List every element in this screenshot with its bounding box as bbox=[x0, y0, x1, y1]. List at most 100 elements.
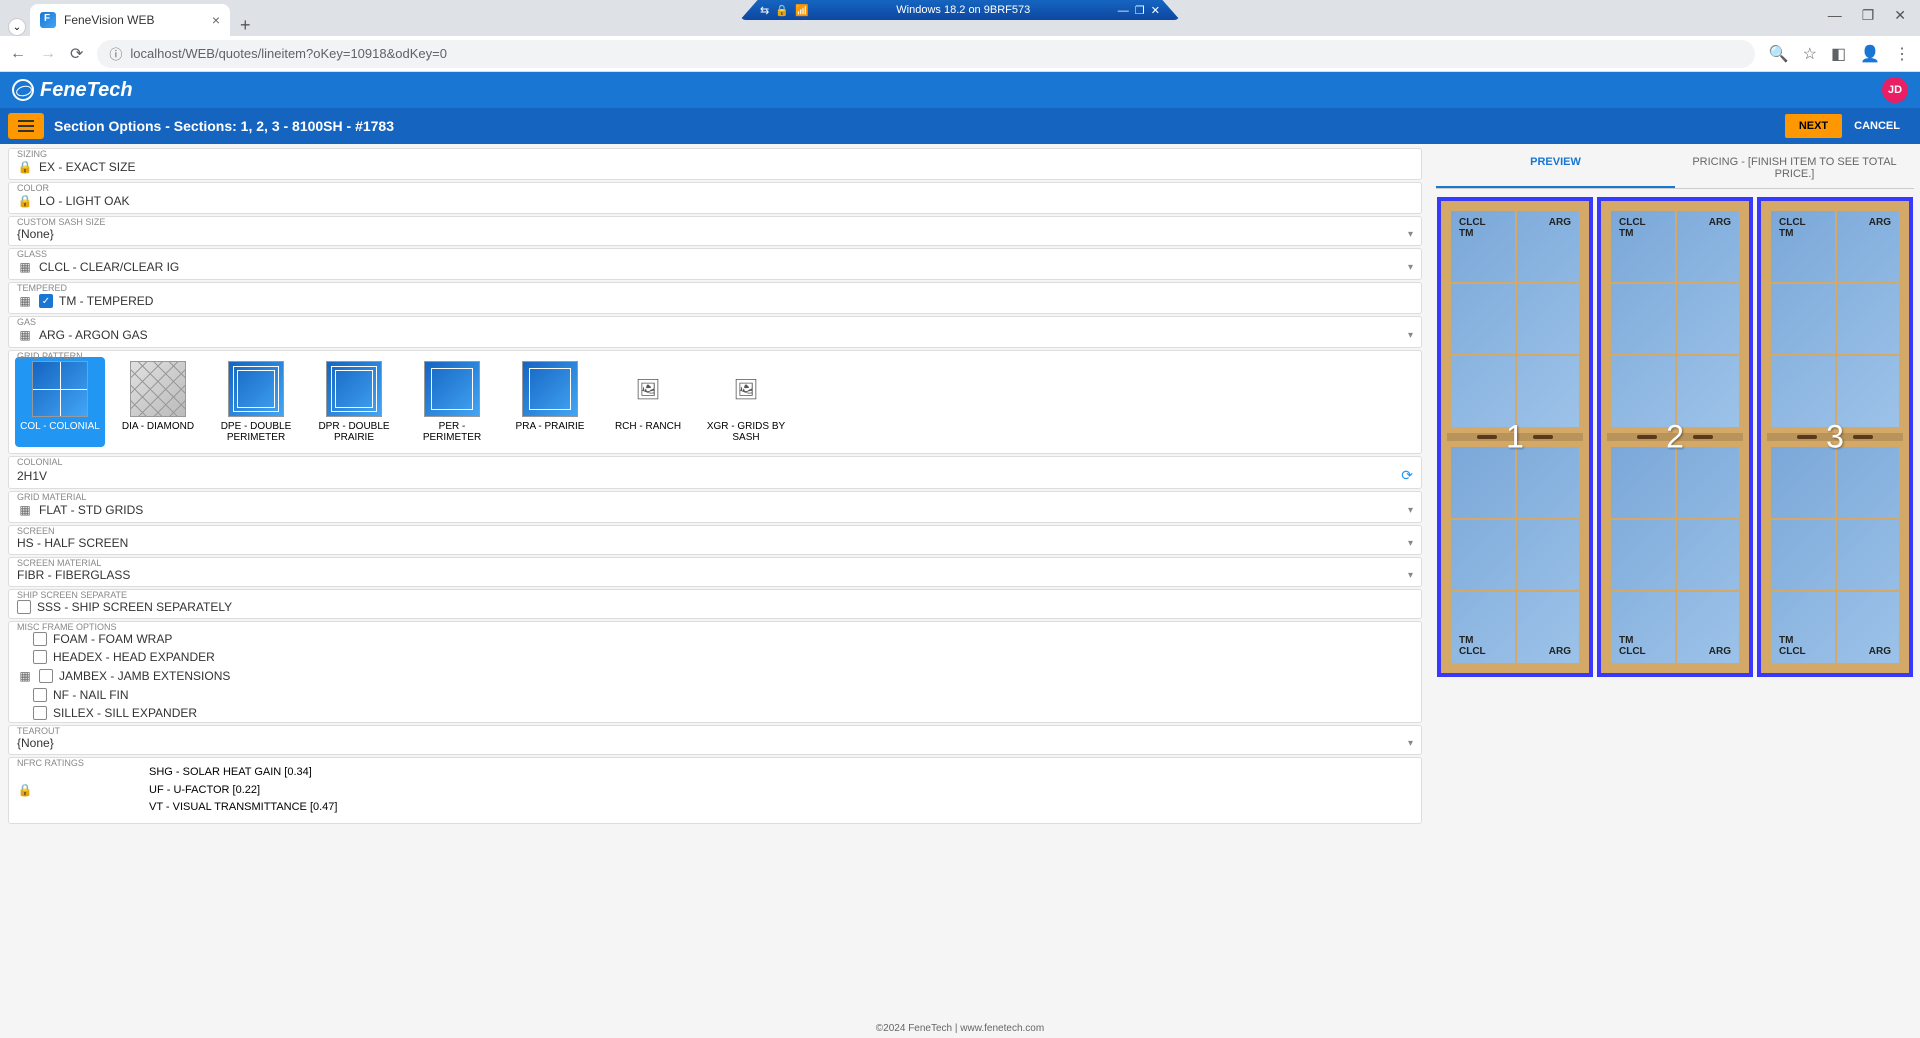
chevron-down-icon: ▾ bbox=[1408, 570, 1413, 581]
favicon bbox=[40, 12, 56, 28]
pattern-label: DPR - DOUBLE PRAIRIE bbox=[313, 421, 395, 443]
app-header: FeneTech JD bbox=[0, 72, 1920, 108]
headex-option[interactable]: HEADEX - HEAD EXPANDER bbox=[9, 648, 1421, 666]
grid-pattern-field: GRID PATTERN COL - COLONIALDIA - DIAMOND… bbox=[8, 350, 1422, 454]
zoom-icon[interactable]: 🔍 bbox=[1769, 44, 1789, 64]
user-avatar[interactable]: JD bbox=[1882, 77, 1908, 103]
site-info-icon[interactable]: ⓘ bbox=[109, 44, 122, 63]
chevron-down-icon: ▾ bbox=[1408, 229, 1413, 240]
options-icon: ▦ bbox=[17, 293, 33, 309]
preview-panel: PREVIEW PRICING - [FINISH ITEM TO SEE TO… bbox=[1430, 144, 1920, 1020]
tearout-field[interactable]: TEAROUT {None} ▾ bbox=[8, 725, 1422, 755]
screen-field[interactable]: SCREEN HS - HALF SCREEN ▾ bbox=[8, 525, 1422, 555]
chevron-down-icon: ▾ bbox=[1408, 505, 1413, 516]
preview-tab[interactable]: PREVIEW bbox=[1436, 148, 1675, 188]
grid-material-field[interactable]: GRID MATERIAL ▦ FLAT - STD GRIDS ▾ bbox=[8, 491, 1422, 523]
pattern-thumbnail bbox=[424, 361, 480, 417]
grid-pattern-option[interactable]: DIA - DIAMOND bbox=[113, 357, 203, 447]
section-title: Section Options - Sections: 1, 2, 3 - 81… bbox=[54, 118, 394, 134]
options-icon: ▦ bbox=[17, 259, 33, 275]
tempered-field[interactable]: TEMPERED ▦ TM - TEMPERED bbox=[8, 282, 1422, 314]
profile-icon[interactable]: 👤 bbox=[1860, 44, 1880, 64]
color-value: LO - LIGHT OAK bbox=[39, 194, 1413, 208]
forward-button[interactable]: → bbox=[40, 45, 56, 63]
glass-value: CLCL - CLEAR/CLEAR IG bbox=[39, 260, 1408, 274]
window-unit: CLCL TM ARG TM CLCL ARG 1 bbox=[1437, 197, 1593, 677]
nf-option[interactable]: NF - NAIL FIN bbox=[9, 686, 1421, 704]
address-bar[interactable]: ⓘ localhost/WEB/quotes/lineitem?oKey=109… bbox=[97, 40, 1754, 68]
pattern-thumbnail: 🖼 bbox=[620, 361, 676, 417]
ship-screen-field[interactable]: SHIP SCREEN SEPARATE SSS - SHIP SCREEN S… bbox=[8, 589, 1422, 619]
pattern-label: PER - PERIMETER bbox=[411, 421, 493, 443]
jambex-checkbox[interactable] bbox=[39, 669, 53, 683]
pricing-tab[interactable]: PRICING - [FINISH ITEM TO SEE TOTAL PRIC… bbox=[1675, 148, 1914, 188]
pattern-label: PRA - PRAIRIE bbox=[516, 421, 585, 432]
hamburger-menu-button[interactable] bbox=[8, 113, 44, 139]
gas-field[interactable]: GAS ▦ ARG - ARGON GAS ▾ bbox=[8, 316, 1422, 348]
pattern-thumbnail: 🖼 bbox=[718, 361, 774, 417]
pattern-label: RCH - RANCH bbox=[615, 421, 681, 432]
new-tab-button[interactable]: + bbox=[230, 15, 261, 36]
tab-dropdown-icon[interactable]: ⌄ bbox=[8, 18, 26, 36]
foam-option[interactable]: FOAM - FOAM WRAP bbox=[9, 630, 1421, 648]
cancel-button[interactable]: CANCEL bbox=[1842, 114, 1912, 138]
ship-screen-checkbox[interactable] bbox=[17, 600, 31, 614]
misc-frame-options-field: MISC FRAME OPTIONS FOAM - FOAM WRAP HEAD… bbox=[8, 621, 1422, 723]
sillex-checkbox[interactable] bbox=[33, 706, 47, 720]
chevron-down-icon: ▾ bbox=[1408, 538, 1413, 549]
pattern-label: DPE - DOUBLE PERIMETER bbox=[215, 421, 297, 443]
sizing-value: EX - EXACT SIZE bbox=[39, 160, 1413, 174]
remote-desktop-bar: ⇆ 🔒 📶 Windows 18.2 on 9BRF573 — ❐ ✕ bbox=[740, 0, 1180, 20]
grid-pattern-option[interactable]: PER - PERIMETER bbox=[407, 357, 497, 447]
gas-value: ARG - ARGON GAS bbox=[39, 328, 1408, 342]
grid-pattern-option[interactable]: PRA - PRAIRIE bbox=[505, 357, 595, 447]
grid-pattern-option[interactable]: 🖼XGR - GRIDS BY SASH bbox=[701, 357, 791, 447]
pattern-label: COL - COLONIAL bbox=[20, 421, 100, 432]
lock-icon: 🔒 bbox=[17, 782, 33, 798]
chevron-down-icon: ▾ bbox=[1408, 262, 1413, 273]
options-icon: ▦ bbox=[17, 327, 33, 343]
tab-title: FeneVision WEB bbox=[64, 13, 155, 27]
colonial-field[interactable]: COLONIAL 2H1V ⟳ bbox=[8, 456, 1422, 489]
screen-material-field[interactable]: SCREEN MATERIAL FIBR - FIBERGLASS ▾ bbox=[8, 557, 1422, 587]
custom-sash-size-value: {None} bbox=[17, 227, 1408, 241]
grid-pattern-option[interactable]: COL - COLONIAL bbox=[15, 357, 105, 447]
menu-icon[interactable]: ⋮ bbox=[1894, 44, 1910, 64]
remote-title: Windows 18.2 on 9BRF573 bbox=[809, 4, 1118, 16]
os-window-controls[interactable]: —❐✕ bbox=[1828, 0, 1920, 30]
bookmark-icon[interactable]: ☆ bbox=[1803, 44, 1817, 64]
browser-tab[interactable]: FeneVision WEB × bbox=[30, 4, 230, 36]
screen-material-value: FIBR - FIBERGLASS bbox=[17, 568, 1408, 582]
glass-field[interactable]: GLASS ▦ CLCL - CLEAR/CLEAR IG ▾ bbox=[8, 248, 1422, 280]
pattern-thumbnail bbox=[228, 361, 284, 417]
grid-pattern-option[interactable]: 🖼 RCH - RANCH bbox=[603, 357, 693, 447]
next-button[interactable]: NEXT bbox=[1785, 114, 1842, 138]
ship-screen-value: SSS - SHIP SCREEN SEPARATELY bbox=[37, 600, 1413, 614]
pattern-thumbnail bbox=[326, 361, 382, 417]
tempered-value: TM - TEMPERED bbox=[59, 294, 1413, 308]
pattern-thumbnail bbox=[130, 361, 186, 417]
chevron-down-icon: ▾ bbox=[1408, 738, 1413, 749]
nf-checkbox[interactable] bbox=[33, 688, 47, 702]
custom-sash-size-field[interactable]: CUSTOM SASH SIZE {None} ▾ bbox=[8, 216, 1422, 246]
grid-pattern-option[interactable]: DPR - DOUBLE PRAIRIE bbox=[309, 357, 399, 447]
close-tab-icon[interactable]: × bbox=[212, 12, 220, 28]
logo-icon bbox=[12, 79, 34, 101]
side-panel-icon[interactable]: ◧ bbox=[1831, 44, 1846, 64]
foam-checkbox[interactable] bbox=[33, 632, 47, 646]
url-text: localhost/WEB/quotes/lineitem?oKey=10918… bbox=[130, 46, 447, 61]
jambex-option[interactable]: ▦ JAMBEX - JAMB EXTENSIONS bbox=[9, 666, 1421, 686]
reload-button[interactable]: ⟳ bbox=[70, 44, 83, 64]
lock-icon: 🔒 bbox=[17, 193, 33, 209]
headex-checkbox[interactable] bbox=[33, 650, 47, 664]
refresh-icon[interactable]: ⟳ bbox=[1401, 467, 1413, 484]
back-button[interactable]: ← bbox=[10, 45, 26, 63]
tempered-checkbox[interactable] bbox=[39, 294, 53, 308]
company-logo[interactable]: FeneTech bbox=[12, 79, 133, 102]
pattern-label: DIA - DIAMOND bbox=[122, 421, 194, 432]
sillex-option[interactable]: SILLEX - SILL EXPANDER bbox=[9, 704, 1421, 722]
grid-pattern-option[interactable]: DPE - DOUBLE PERIMETER bbox=[211, 357, 301, 447]
preview-tabs: PREVIEW PRICING - [FINISH ITEM TO SEE TO… bbox=[1436, 148, 1914, 189]
options-icon: ▦ bbox=[17, 502, 33, 518]
browser-toolbar: ← → ⟳ ⓘ localhost/WEB/quotes/lineitem?oK… bbox=[0, 36, 1920, 72]
